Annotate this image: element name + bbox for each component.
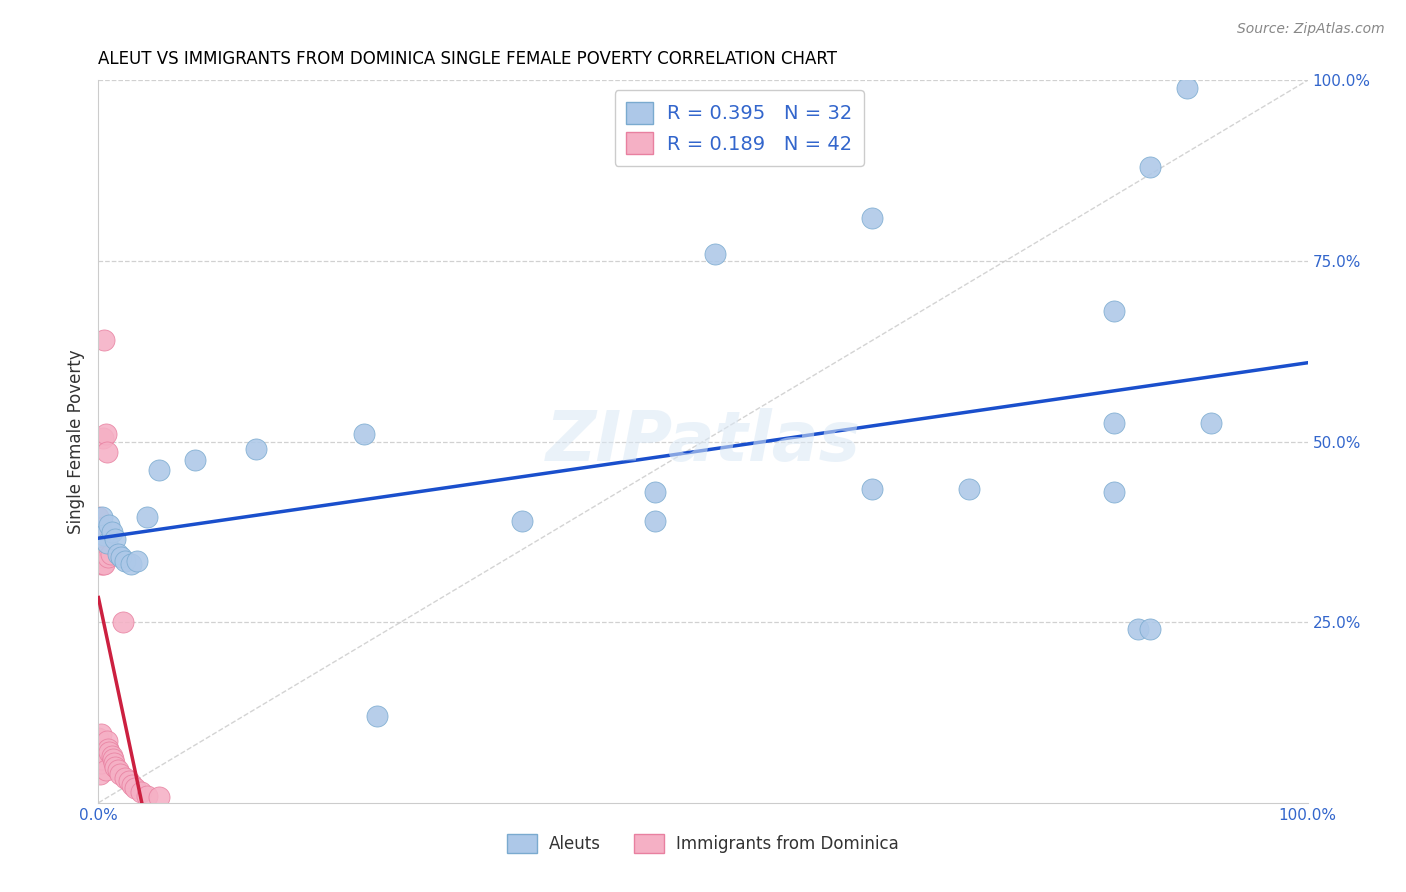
Point — [89, 550, 111, 565]
Point — [87, 550, 110, 565]
Point — [91, 752, 114, 766]
Point — [97, 741, 120, 756]
Point — [1102, 417, 1125, 431]
Point — [135, 789, 157, 803]
Point — [90, 539, 112, 553]
Point — [245, 442, 267, 456]
Point — [87, 510, 110, 524]
Legend: Aleuts, Immigrants from Dominica: Aleuts, Immigrants from Dominica — [501, 827, 905, 860]
Point — [93, 558, 115, 572]
Point — [90, 558, 112, 572]
Y-axis label: Single Female Poverty: Single Female Poverty — [67, 350, 86, 533]
Point — [87, 731, 110, 745]
Point — [114, 771, 136, 785]
Point — [93, 528, 115, 542]
Point — [108, 767, 131, 781]
Point — [98, 517, 121, 532]
Point — [148, 463, 170, 477]
Point — [90, 521, 112, 535]
Point — [644, 485, 666, 500]
Point — [107, 764, 129, 778]
Point — [96, 445, 118, 459]
Point — [90, 756, 112, 770]
Point — [860, 211, 883, 225]
Point — [98, 745, 121, 759]
Point — [104, 760, 127, 774]
Point — [1128, 623, 1150, 637]
Point — [148, 790, 170, 805]
Point — [100, 748, 122, 763]
Point — [1139, 160, 1161, 174]
Point — [114, 554, 136, 568]
Point — [1102, 304, 1125, 318]
Text: ZIPatlas: ZIPatlas — [546, 408, 860, 475]
Point — [89, 745, 111, 759]
Point — [100, 547, 122, 561]
Point — [101, 752, 124, 766]
Point — [127, 554, 149, 568]
Point — [129, 785, 152, 799]
Point — [107, 547, 129, 561]
Point — [118, 774, 141, 789]
Point — [1199, 417, 1222, 431]
Point — [1175, 80, 1198, 95]
Point — [1139, 623, 1161, 637]
Point — [93, 334, 115, 348]
Point — [135, 510, 157, 524]
Point — [353, 427, 375, 442]
Point — [1102, 485, 1125, 500]
Point — [100, 524, 122, 539]
Point — [91, 431, 114, 445]
Point — [91, 524, 114, 539]
Point — [91, 558, 114, 572]
Point — [94, 427, 117, 442]
Point — [89, 521, 111, 535]
Point — [184, 452, 207, 467]
Point — [121, 778, 143, 792]
Text: ALEUT VS IMMIGRANTS FROM DOMINICA SINGLE FEMALE POVERTY CORRELATION CHART: ALEUT VS IMMIGRANTS FROM DOMINICA SINGLE… — [98, 50, 838, 68]
Point — [94, 764, 117, 778]
Point — [111, 615, 134, 630]
Point — [510, 514, 533, 528]
Point — [91, 510, 114, 524]
Point — [860, 482, 883, 496]
Point — [120, 558, 142, 572]
Point — [957, 482, 980, 496]
Point — [366, 709, 388, 723]
Point — [90, 727, 112, 741]
Point — [97, 550, 120, 565]
Point — [96, 535, 118, 549]
Point — [104, 532, 127, 546]
Point — [89, 535, 111, 549]
Point — [91, 550, 114, 565]
Point — [644, 514, 666, 528]
Point — [89, 767, 111, 781]
Point — [103, 756, 125, 770]
Text: Source: ZipAtlas.com: Source: ZipAtlas.com — [1237, 22, 1385, 37]
Point — [96, 734, 118, 748]
Point — [124, 781, 146, 796]
Point — [110, 550, 132, 565]
Point — [704, 246, 727, 260]
